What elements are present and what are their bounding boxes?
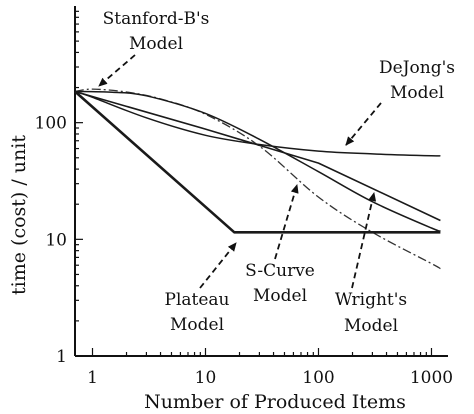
plateau-curve: [74, 90, 441, 234]
s-curve-curve: [74, 90, 441, 232]
axes: 1 10 100 1000 1 10 100: [35, 6, 453, 388]
annotation-line2: Model: [170, 315, 224, 335]
annotation-line1: Stanford-B's: [103, 9, 210, 29]
stanford-b-annotation: Stanford-B's Model: [98, 9, 210, 87]
y-tick-label: 100: [35, 114, 67, 134]
x-tick-label: 1: [87, 368, 98, 388]
stanford-b-curve: [74, 88, 441, 270]
x-tick-label: 100: [302, 368, 334, 388]
annotations: Stanford-B's Model DeJong's Model S-Curve Mod…: [98, 9, 455, 336]
annotation-line1: Wright's: [335, 290, 407, 310]
wright-annotation: Wright's Model: [335, 192, 407, 336]
dejong-annotation: DeJong's Model: [345, 58, 455, 146]
plateau-annotation: Plateau Model: [165, 242, 237, 335]
wright-curve: [74, 90, 441, 222]
annotation-arrow: [351, 192, 377, 289]
annotation-line2: Model: [253, 286, 307, 306]
annotation-line2: Model: [390, 83, 444, 103]
x-tick-label: 1000: [410, 368, 453, 388]
annotation-line2: Model: [129, 34, 183, 54]
annotation-arrow: [199, 242, 237, 289]
x-tick-label: 10: [195, 368, 217, 388]
y-tick-label: 10: [45, 230, 67, 250]
annotation-arrow: [98, 54, 136, 87]
x-axis-label: Number of Produced Items: [144, 391, 406, 413]
dejong-curve: [74, 90, 441, 157]
s-curve-annotation: S-Curve Model: [245, 184, 315, 306]
annotation-arrow: [274, 184, 299, 260]
annotation-line1: S-Curve: [245, 261, 315, 281]
y-axis-label: time (cost) / unit: [8, 135, 30, 295]
annotation-line1: Plateau: [165, 290, 230, 310]
annotation-line1: DeJong's: [379, 58, 455, 78]
y-tick-label: 1: [56, 347, 67, 367]
annotation-arrow: [345, 102, 382, 146]
annotation-line2: Model: [344, 316, 398, 336]
curves: [74, 88, 441, 270]
